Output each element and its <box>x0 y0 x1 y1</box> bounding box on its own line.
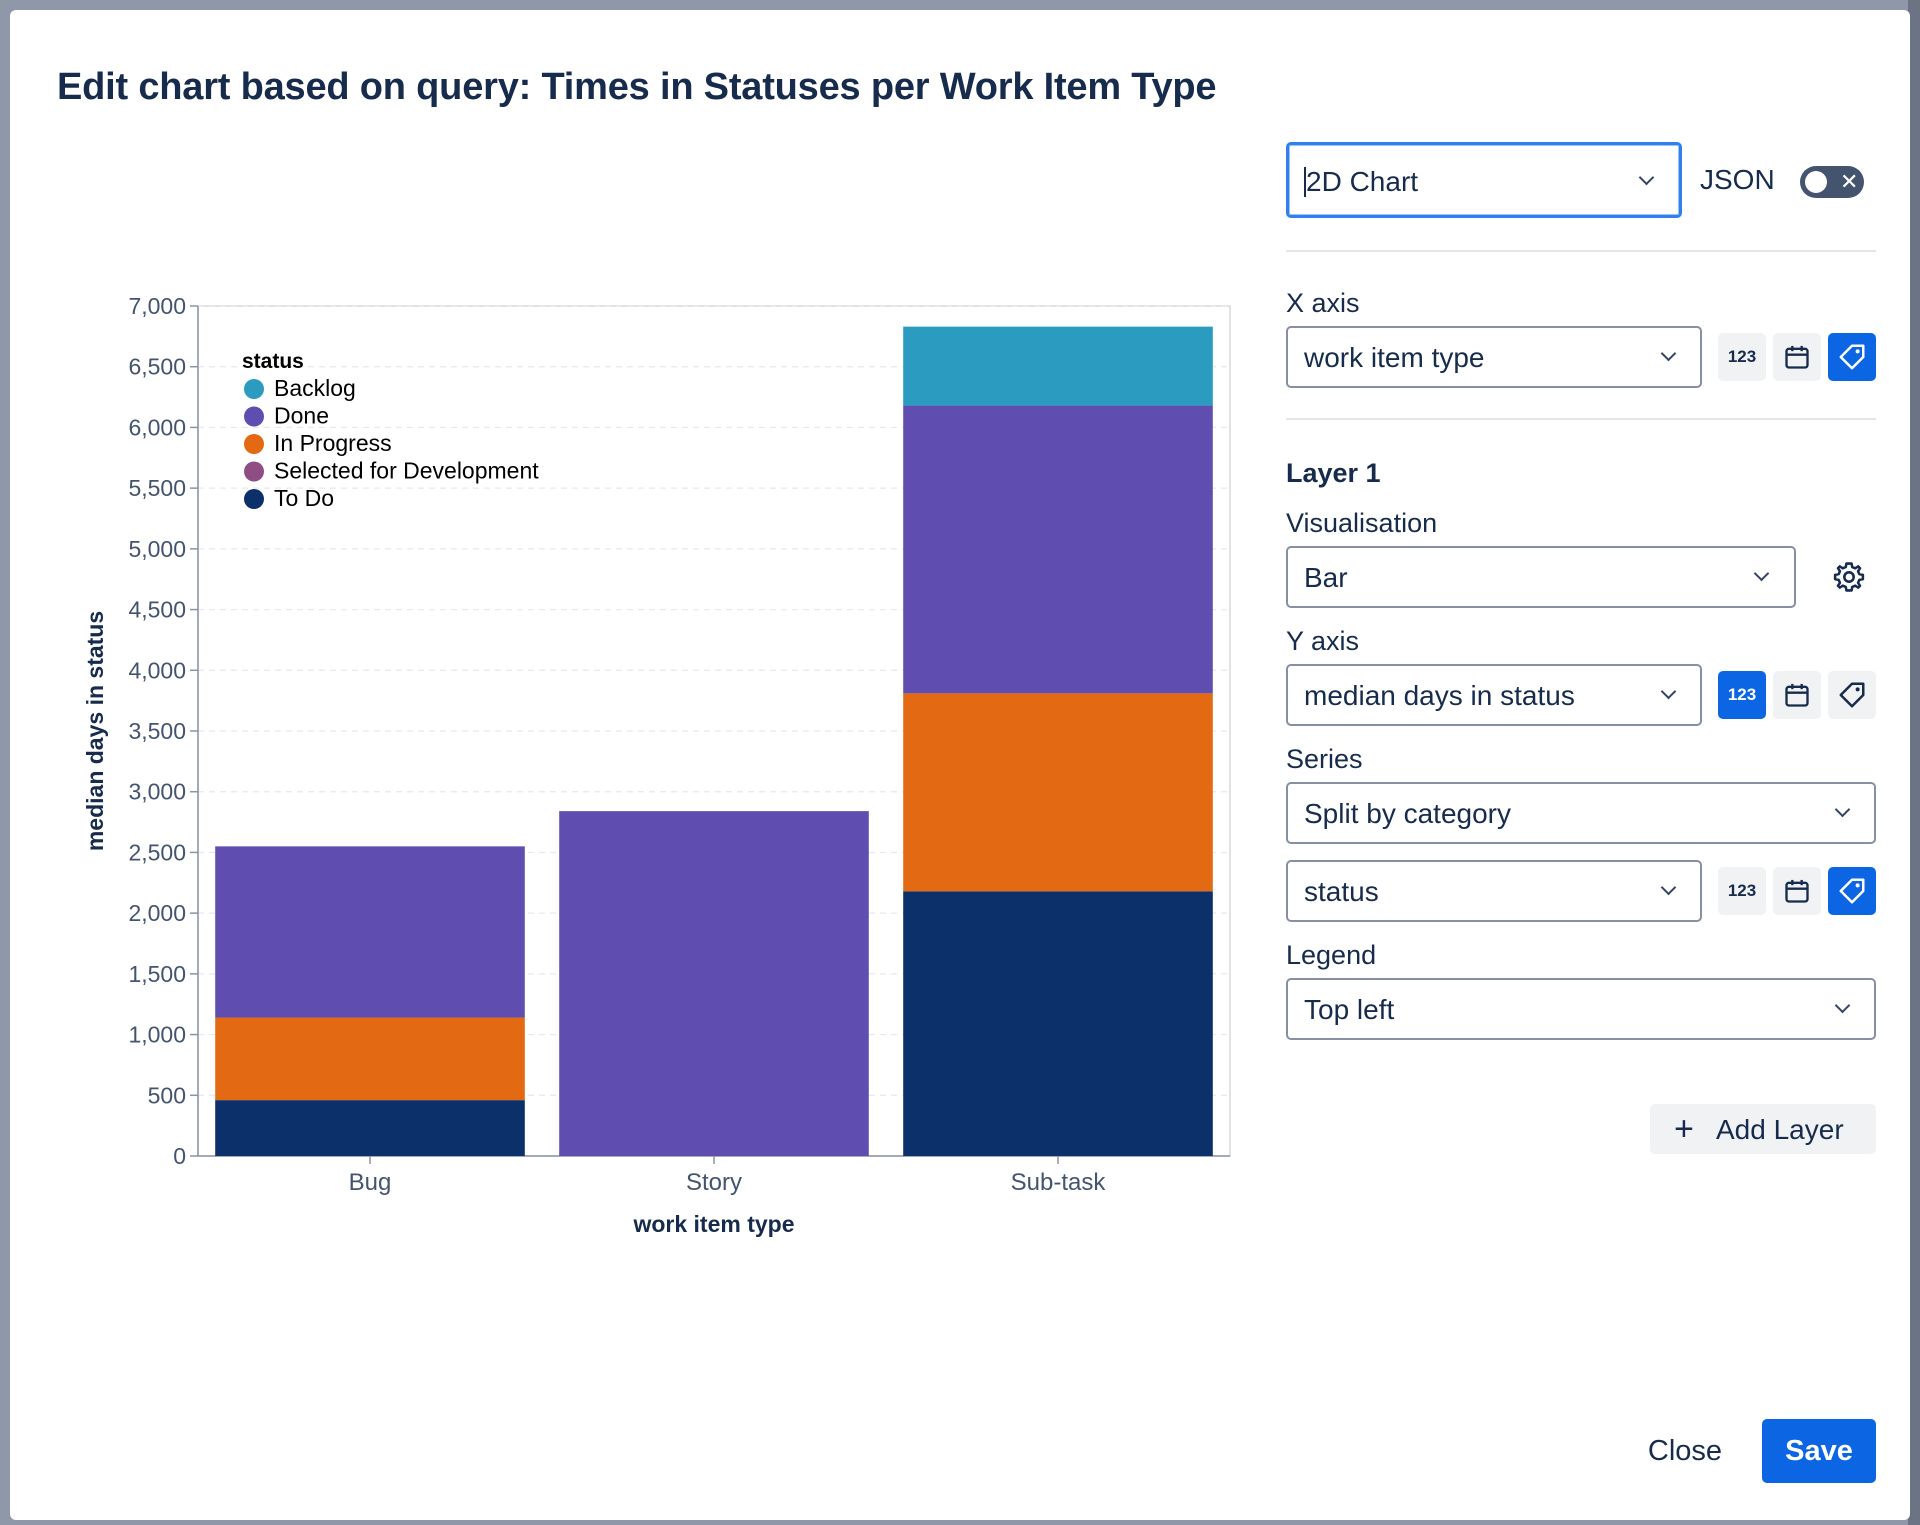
legend-title: status <box>242 350 304 373</box>
date-type-button[interactable] <box>1773 671 1821 719</box>
y-axis-label: Y axis <box>1286 626 1360 656</box>
legend-label: Selected for Development <box>274 458 539 484</box>
visualisation-select[interactable]: Bar <box>1286 546 1796 608</box>
date-type-button[interactable] <box>1773 867 1821 915</box>
y-tick-label: 7,000 <box>128 293 186 319</box>
y-tick-label: 3,500 <box>128 718 186 744</box>
x-axis-label: X axis <box>1286 288 1360 318</box>
visualisation-value: Bar <box>1304 562 1348 593</box>
add-layer-button[interactable]: + Add Layer <box>1650 1104 1876 1154</box>
legend-label: In Progress <box>274 430 392 456</box>
calendar-icon <box>1785 345 1809 369</box>
legend-value: Top left <box>1304 994 1395 1025</box>
gear-icon[interactable] <box>1832 560 1866 594</box>
legend-swatch <box>244 461 264 482</box>
legend-select[interactable]: Top left <box>1286 978 1876 1040</box>
y-tick-label: 5,000 <box>128 536 186 562</box>
tag-icon <box>1839 344 1865 370</box>
close-button[interactable]: Close <box>1647 1435 1723 1467</box>
chevron-down-icon <box>1638 169 1655 186</box>
y-tick-label: 2,500 <box>128 839 186 865</box>
y-tick-label: 5,500 <box>128 475 186 501</box>
json-label: JSON <box>1700 164 1775 195</box>
y-tick-label: 2,000 <box>128 900 186 926</box>
chevron-down-icon <box>1660 683 1677 700</box>
chevron-down-icon <box>1834 997 1851 1014</box>
bar-segment <box>215 1100 525 1156</box>
legend-swatch <box>244 406 264 427</box>
y-tick-label: 1,500 <box>128 961 186 987</box>
tag-icon <box>1839 682 1865 708</box>
x-tick-label: Story <box>686 1169 742 1196</box>
chart-type-select[interactable]: 2D Chart <box>1286 142 1682 218</box>
visualisation-label: Visualisation <box>1286 508 1438 538</box>
y-axis-title: median days in status <box>82 611 108 851</box>
x-tick-label: Sub-task <box>1011 1169 1107 1196</box>
divider <box>1286 418 1876 420</box>
layer-title: Layer 1 <box>1286 458 1381 488</box>
y-tick-label: 3,000 <box>128 779 186 805</box>
series-label: Series <box>1286 744 1363 774</box>
x-axis-value: work item type <box>1304 342 1485 373</box>
bar-segment <box>903 891 1213 1156</box>
series-select[interactable]: Split by category <box>1286 782 1876 844</box>
stacked-bar-chart: 0 500 1,000 1,500 2,000 2,500 3,000 3,500 4,000 4… <box>82 293 1231 1237</box>
chart-type-value: 2D Chart <box>1306 166 1419 197</box>
x-axis-title: work item type <box>632 1211 794 1237</box>
series-value: Split by category <box>1304 798 1511 829</box>
series-field-select[interactable]: status <box>1286 860 1702 922</box>
bar-segment <box>903 405 1213 694</box>
legend-swatch <box>244 434 264 454</box>
edit-chart-modal: Edit chart based on query: Times in Stat… <box>10 10 1910 1520</box>
x-tick-label: Bug <box>349 1169 392 1196</box>
number-type-button[interactable]: 123 <box>1718 671 1766 719</box>
y-tick-label: 6,000 <box>128 414 186 440</box>
y-tick-label: 500 <box>148 1082 186 1108</box>
y-tick-label: 4,000 <box>128 657 186 683</box>
tag-icon <box>1839 878 1865 904</box>
legend-swatch <box>244 379 264 399</box>
y-tick-label: 0 <box>173 1143 186 1169</box>
chevron-down-icon <box>1660 345 1677 362</box>
series-field-value: status <box>1304 876 1379 907</box>
divider <box>1286 250 1876 252</box>
json-toggle[interactable]: ✕ <box>1800 166 1864 198</box>
modal-title: Edit chart based on query: Times in Stat… <box>57 66 1217 108</box>
legend-label: Done <box>274 403 329 429</box>
bar-segment <box>559 811 869 1156</box>
bar-segment <box>903 326 1213 406</box>
legend-swatch <box>244 489 264 509</box>
date-type-button[interactable] <box>1773 333 1821 381</box>
number-type-button[interactable]: 123 <box>1718 867 1766 915</box>
y-tick-label: 4,500 <box>128 597 186 623</box>
chevron-down-icon <box>1660 879 1677 896</box>
chevron-down-icon <box>1753 565 1770 582</box>
chevron-down-icon <box>1834 801 1851 818</box>
y-axis-select[interactable]: median days in status <box>1286 664 1702 726</box>
legend-label: Legend <box>1286 940 1377 970</box>
chart-area: 0 500 1,000 1,500 2,000 2,500 3,000 3,500 4,000 4… <box>70 280 1250 1260</box>
bar-segment <box>903 693 1213 892</box>
add-layer-label: Add Layer <box>1716 1114 1844 1145</box>
x-axis-select[interactable]: work item type <box>1286 326 1702 388</box>
y-tick-label: 6,500 <box>128 354 186 380</box>
category-type-button[interactable] <box>1828 671 1876 719</box>
category-type-button[interactable] <box>1828 333 1876 381</box>
bar-segment <box>215 846 525 1018</box>
plus-icon: + <box>1674 1110 1694 1148</box>
calendar-icon <box>1785 879 1809 903</box>
legend-label: Backlog <box>274 375 356 401</box>
legend-label: To Do <box>274 485 334 511</box>
bar-segment <box>215 1017 525 1101</box>
save-button[interactable]: Save <box>1762 1419 1876 1483</box>
number-type-button[interactable]: 123 <box>1718 333 1766 381</box>
category-type-button[interactable] <box>1828 867 1876 915</box>
text-caret <box>1304 167 1306 197</box>
y-axis-value: median days in status <box>1304 680 1575 711</box>
toggle-knob <box>1805 171 1827 193</box>
close-icon: ✕ <box>1840 169 1859 194</box>
background-edge <box>1908 0 1920 1525</box>
calendar-icon <box>1785 683 1809 707</box>
y-tick-label: 1,000 <box>128 1022 186 1048</box>
